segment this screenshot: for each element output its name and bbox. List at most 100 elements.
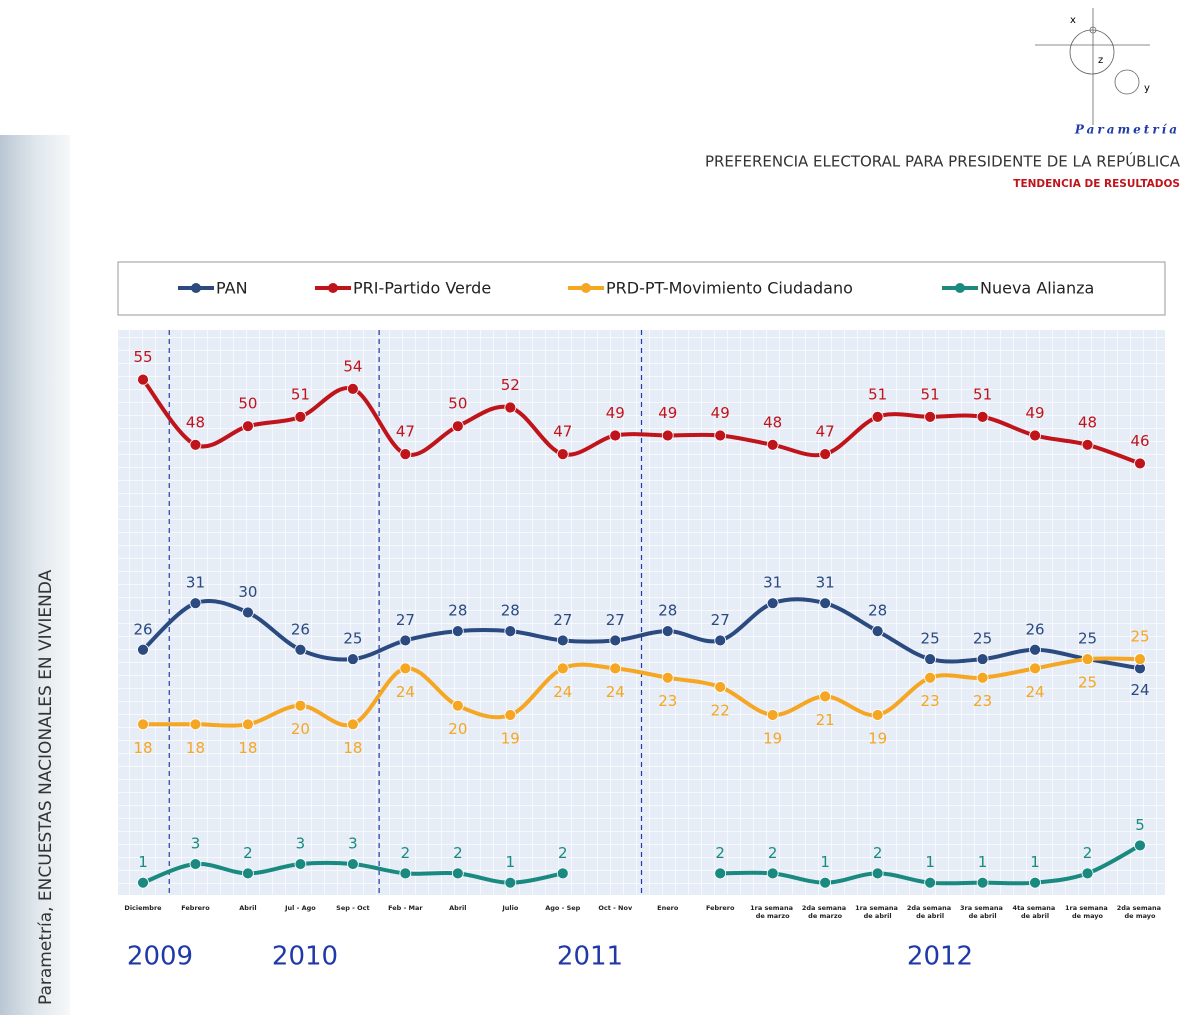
data-point xyxy=(189,438,202,451)
value-label: 49 xyxy=(1026,404,1045,422)
value-label: 1 xyxy=(925,853,935,871)
value-label: 3 xyxy=(296,835,306,853)
data-point xyxy=(766,709,779,721)
value-label: 23 xyxy=(658,692,677,710)
value-label: 27 xyxy=(711,611,730,629)
data-point xyxy=(346,382,359,395)
data-point xyxy=(556,448,569,461)
value-label: 25 xyxy=(973,630,992,648)
data-point xyxy=(871,410,884,423)
data-point xyxy=(1134,457,1146,470)
value-label: 48 xyxy=(763,413,782,431)
legend-label: PAN xyxy=(216,279,248,298)
legend xyxy=(117,261,1166,316)
side-text: Parametría, ENCUESTAS NACIONALES EN VIVI… xyxy=(36,569,56,1005)
brand: Parametría xyxy=(1074,123,1180,137)
data-point xyxy=(714,634,727,647)
x-tick-label: 2da semana de abril xyxy=(907,904,954,920)
value-label: 19 xyxy=(501,729,520,747)
data-point xyxy=(137,643,149,656)
data-point xyxy=(924,410,937,423)
value-label: 51 xyxy=(921,385,940,403)
value-label: 21 xyxy=(816,711,835,729)
legend-marker xyxy=(581,283,591,293)
data-point xyxy=(1081,438,1094,451)
data-point xyxy=(556,634,569,647)
data-point xyxy=(924,671,937,684)
data-point xyxy=(924,876,937,889)
legend-label: PRI-Partido Verde xyxy=(353,279,491,298)
value-label: 5 xyxy=(1135,816,1145,834)
logo xyxy=(1035,8,1150,125)
data-point xyxy=(1081,867,1094,880)
x-tick-label: 4ta semana de abril xyxy=(1013,904,1058,920)
value-label: 25 xyxy=(343,630,362,648)
value-label: 28 xyxy=(658,602,677,620)
value-label: 18 xyxy=(238,739,257,757)
data-point xyxy=(346,858,359,870)
x-tick-label: Diciembre xyxy=(124,904,162,912)
value-label: 28 xyxy=(448,602,467,620)
legend-label: PRD-PT-Movimiento Ciudadano xyxy=(606,279,853,298)
value-label: 22 xyxy=(711,702,730,720)
data-point xyxy=(451,420,464,433)
data-point xyxy=(766,597,779,610)
data-point xyxy=(504,709,517,721)
value-label: 19 xyxy=(868,729,887,747)
value-label: 31 xyxy=(763,574,782,592)
x-tick-label: Enero xyxy=(657,904,679,912)
legend-marker xyxy=(328,283,338,293)
value-label: 2 xyxy=(243,844,253,862)
series-line xyxy=(142,656,1141,728)
value-label: 27 xyxy=(553,611,572,629)
data-point xyxy=(1134,839,1146,852)
data-point xyxy=(609,662,622,675)
value-label: 24 xyxy=(1026,683,1045,701)
value-label: 1 xyxy=(820,853,830,871)
value-label: 51 xyxy=(291,385,310,403)
x-tick-label: Ago - Sep xyxy=(545,904,580,912)
data-point xyxy=(1029,876,1041,889)
data-point xyxy=(137,373,149,386)
value-label: 24 xyxy=(606,683,625,701)
value-label: 18 xyxy=(133,739,152,757)
year-label: 2009 xyxy=(127,942,193,972)
data-point xyxy=(609,429,622,442)
value-label: 18 xyxy=(186,739,205,757)
data-point xyxy=(189,597,202,610)
value-label: 27 xyxy=(396,611,415,629)
value-label: 2 xyxy=(873,844,883,862)
value-label: 1 xyxy=(1030,853,1040,871)
value-label: 26 xyxy=(291,620,310,638)
value-label: 54 xyxy=(343,357,362,375)
value-label: 19 xyxy=(763,729,782,747)
value-label: 3 xyxy=(348,835,358,853)
value-label: 46 xyxy=(1130,432,1149,450)
value-label: 23 xyxy=(921,692,940,710)
x-tick-label: 1ra semana de mayo xyxy=(1065,904,1110,920)
value-label: 48 xyxy=(186,413,205,431)
data-point xyxy=(242,420,254,433)
value-label: 31 xyxy=(816,574,835,592)
data-point xyxy=(504,876,517,889)
value-label: 55 xyxy=(133,348,152,366)
data-point xyxy=(976,876,989,889)
logo-y: y xyxy=(1144,83,1150,94)
data-point xyxy=(399,662,412,675)
data-point xyxy=(1029,429,1041,442)
data-point xyxy=(451,699,464,712)
data-point xyxy=(1081,653,1094,665)
data-point xyxy=(714,429,727,442)
value-label: 26 xyxy=(1026,620,1045,638)
value-label: 27 xyxy=(606,611,625,629)
x-tick-label: Abril xyxy=(239,904,256,912)
data-point xyxy=(399,867,412,880)
data-point xyxy=(242,867,254,880)
value-label: 25 xyxy=(1078,630,1097,648)
value-label: 23 xyxy=(973,692,992,710)
value-label: 24 xyxy=(1130,681,1149,699)
value-label: 25 xyxy=(1130,628,1149,646)
data-point xyxy=(137,718,149,731)
x-tick-label: Febrero xyxy=(706,904,735,912)
data-point xyxy=(819,690,832,703)
